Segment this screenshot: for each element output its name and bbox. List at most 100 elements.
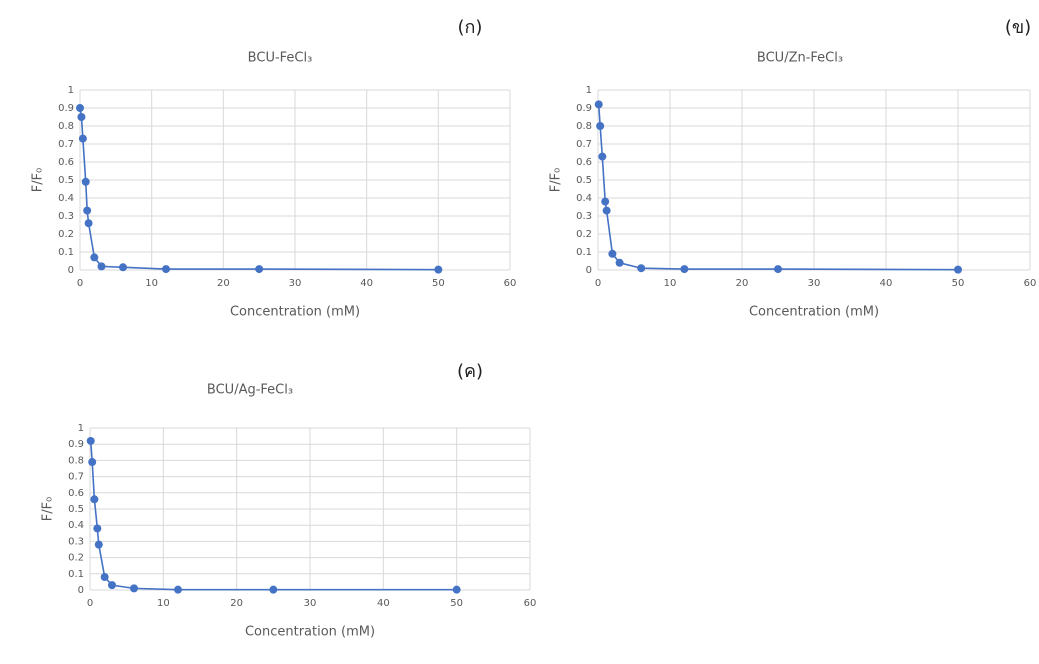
- data-point: [130, 584, 138, 593]
- x-axis-label: Concentration (mM): [245, 625, 375, 640]
- y-axis-label: F/F₀: [549, 168, 564, 193]
- data-point: [77, 113, 86, 121]
- data-point: [774, 265, 782, 274]
- data-point: [93, 524, 102, 533]
- y-tick-label: 0.9: [576, 103, 592, 114]
- y-tick-label: 0.3: [58, 211, 74, 222]
- x-tick-label: 40: [377, 598, 390, 609]
- y-axis-label: F/F₀: [41, 497, 56, 522]
- data-point: [615, 258, 624, 267]
- x-tick-label: 30: [304, 598, 317, 609]
- y-tick-label: 0.7: [68, 472, 84, 483]
- x-tick-label: 0: [87, 598, 93, 609]
- y-tick-label: 0.1: [68, 569, 84, 580]
- y-tick-label: 0: [78, 585, 84, 596]
- y-tick-label: 0.7: [58, 139, 74, 150]
- y-tick-label: 0.6: [58, 157, 74, 168]
- panel-label: (ค): [457, 361, 483, 382]
- x-tick-label: 10: [664, 278, 677, 289]
- data-point: [94, 540, 103, 549]
- data-point: [97, 262, 106, 271]
- x-tick-label: 40: [880, 278, 893, 289]
- y-tick-label: 0.8: [58, 121, 74, 132]
- data-point: [954, 265, 962, 274]
- y-tick-label: 0.2: [576, 229, 592, 240]
- x-tick-label: 0: [77, 278, 83, 289]
- data-point: [637, 264, 646, 273]
- x-tick-label: 30: [289, 278, 302, 289]
- y-tick-label: 0.4: [68, 520, 84, 531]
- y-tick-label: 0.6: [576, 157, 592, 168]
- y-tick-label: 1: [78, 423, 84, 434]
- y-tick-label: 0: [68, 265, 74, 276]
- y-tick-label: 0.1: [58, 247, 74, 258]
- y-tick-label: 1: [586, 85, 592, 96]
- x-tick-label: 0: [595, 278, 601, 289]
- y-tick-label: 0.9: [58, 103, 74, 114]
- x-tick-label: 10: [157, 598, 170, 609]
- data-point: [598, 152, 607, 161]
- x-tick-label: 20: [736, 278, 749, 289]
- data-point: [174, 585, 182, 594]
- data-point: [269, 585, 278, 594]
- data-point: [119, 263, 127, 272]
- x-tick-label: 50: [450, 598, 463, 609]
- data-point: [601, 197, 610, 206]
- data-point: [83, 206, 92, 215]
- data-point: [84, 219, 93, 228]
- y-axis-label: F/F₀: [31, 168, 46, 193]
- data-point: [602, 206, 611, 215]
- x-axis-label: Concentration (mM): [749, 305, 879, 320]
- y-tick-label: 0.6: [68, 488, 84, 499]
- y-tick-label: 0.2: [58, 229, 74, 240]
- y-tick-label: 0.5: [58, 175, 74, 186]
- x-axis-label: Concentration (mM): [230, 305, 360, 320]
- data-line: [597, 104, 959, 271]
- x-tick-label: 20: [230, 598, 243, 609]
- x-tick-label: 10: [145, 278, 158, 289]
- data-point: [90, 253, 99, 262]
- data-point: [90, 495, 99, 504]
- y-tick-label: 0.7: [576, 139, 592, 150]
- y-tick-label: 0.4: [576, 193, 592, 204]
- y-tick-label: 0.3: [576, 211, 592, 222]
- data-point: [162, 265, 170, 274]
- y-tick-label: 0.9: [68, 439, 84, 450]
- chart-title: BCU-FeCl₃: [248, 51, 313, 66]
- y-tick-label: 0.1: [576, 247, 592, 258]
- panel-label: (ข): [1005, 17, 1031, 38]
- y-tick-label: 0.5: [576, 175, 592, 186]
- data-point: [108, 581, 116, 590]
- data-point: [100, 573, 109, 582]
- y-tick-label: 0.8: [68, 455, 84, 466]
- x-tick-label: 50: [952, 278, 965, 289]
- data-point: [434, 265, 443, 274]
- x-tick-label: 30: [808, 278, 821, 289]
- y-tick-label: 0.4: [58, 193, 74, 204]
- chart-title: BCU/Ag-FeCl₃: [207, 383, 293, 398]
- data-point: [81, 177, 90, 186]
- data-point: [78, 134, 87, 143]
- data-point: [596, 122, 605, 130]
- x-tick-label: 60: [504, 278, 517, 289]
- data-line: [79, 107, 439, 271]
- data-point: [594, 100, 603, 109]
- chart-title: BCU/Zn-FeCl₃: [757, 51, 843, 66]
- y-tick-label: 0.8: [576, 121, 592, 132]
- data-line: [89, 440, 457, 591]
- data-point: [255, 265, 264, 274]
- data-point: [608, 249, 617, 258]
- x-tick-label: 40: [360, 278, 373, 289]
- data-point: [76, 104, 84, 112]
- y-tick-label: 0.5: [68, 504, 84, 515]
- x-tick-label: 50: [432, 278, 445, 289]
- x-tick-label: 60: [524, 598, 537, 609]
- panel-label: (ก): [458, 17, 483, 38]
- y-tick-label: 0.3: [68, 536, 84, 547]
- data-point: [452, 585, 461, 594]
- x-tick-label: 60: [1024, 278, 1037, 289]
- y-tick-label: 0.2: [68, 553, 84, 564]
- y-tick-label: 1: [68, 85, 74, 96]
- data-point: [680, 265, 689, 274]
